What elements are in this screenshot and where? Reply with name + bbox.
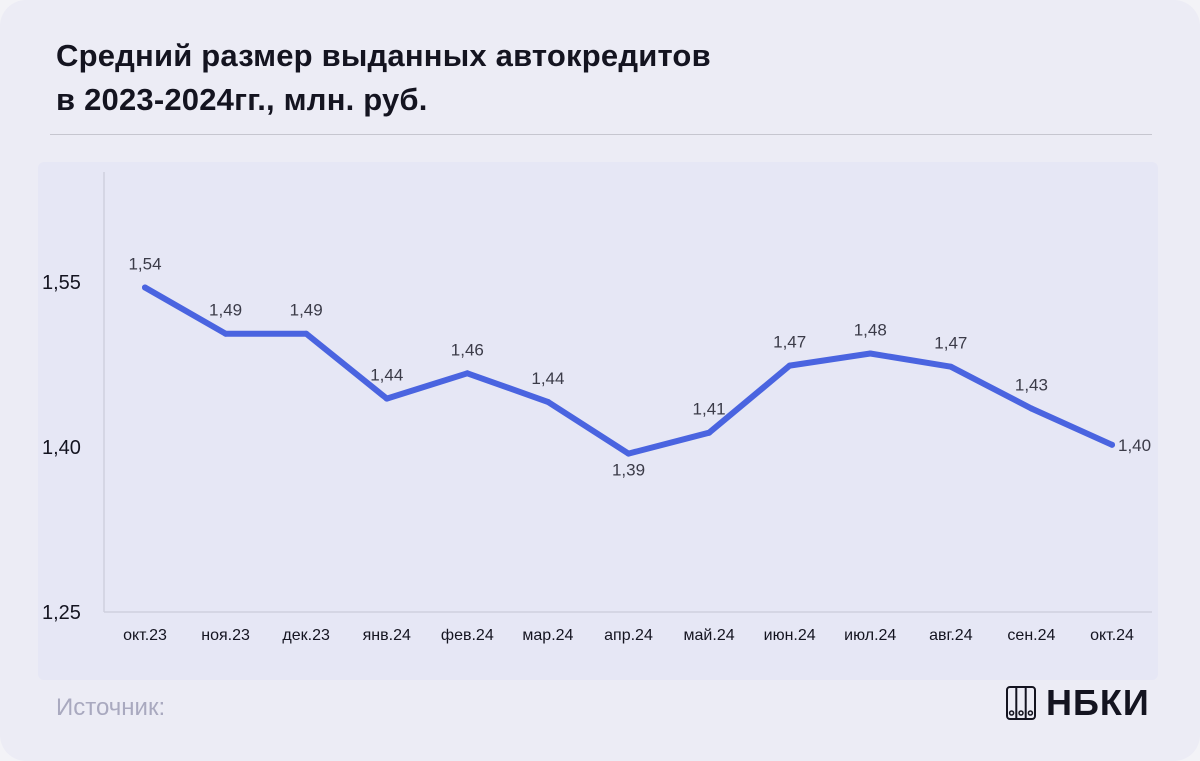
data-label: 1,48 [854,321,887,340]
data-point [142,284,148,291]
y-tick-label: 1,25 [42,602,81,624]
data-label: 1,44 [370,366,403,385]
data-point [786,362,793,369]
x-tick-label: апр.24 [604,627,653,644]
data-label: 1,41 [693,400,726,419]
y-tick-label: 1,40 [42,437,81,459]
data-label: 1,54 [128,255,161,274]
data-label: 1,47 [773,333,806,352]
x-tick-label: окт.24 [1090,627,1134,644]
x-tick-label: окт.23 [123,627,167,644]
source-label: Источник: [56,694,166,721]
title-divider [50,134,1152,135]
x-tick-label: сен.24 [1007,627,1055,644]
data-label: 1,39 [612,461,645,480]
data-point [947,363,954,370]
x-tick-label: июн.24 [764,627,816,644]
x-tick-label: фев.24 [441,627,494,644]
data-label: 1,40 [1118,436,1151,455]
x-tick-label: дек.23 [282,627,330,644]
nbki-logo-icon [1006,686,1036,720]
data-label: 1,49 [290,301,323,320]
chart-title-line-2: в 2023-2024гг., млн. руб. [56,82,428,117]
x-tick-label: июл.24 [844,627,896,644]
data-point [625,450,632,457]
chart-title: Средний размер выданных автокредитов в 2… [56,34,711,122]
data-point [867,350,874,357]
data-label: 1,44 [531,369,564,388]
nbki-logo-text: НБКИ [1046,682,1150,723]
data-point [303,330,310,337]
x-tick-label: май.24 [684,627,735,644]
data-label: 1,46 [451,340,484,359]
data-label: 1,43 [1015,376,1048,395]
y-tick-label: 1,55 [42,272,81,294]
data-point [544,398,551,405]
x-tick-label: авг.24 [929,627,973,644]
data-label: 1,47 [934,334,967,353]
data-point [1028,405,1035,412]
data-point [1109,441,1115,448]
plot-area-background [38,162,1158,680]
x-tick-label: ноя.23 [201,627,250,644]
data-label: 1,49 [209,301,242,320]
nbki-logo: НБКИ [1006,685,1150,721]
data-point [383,395,390,402]
chart-title-line-1: Средний размер выданных автокредитов [56,38,711,73]
data-point [706,429,713,436]
x-tick-label: мар.24 [522,627,573,644]
data-point [464,370,471,377]
x-tick-label: янв.24 [363,627,411,644]
data-point [222,330,229,337]
